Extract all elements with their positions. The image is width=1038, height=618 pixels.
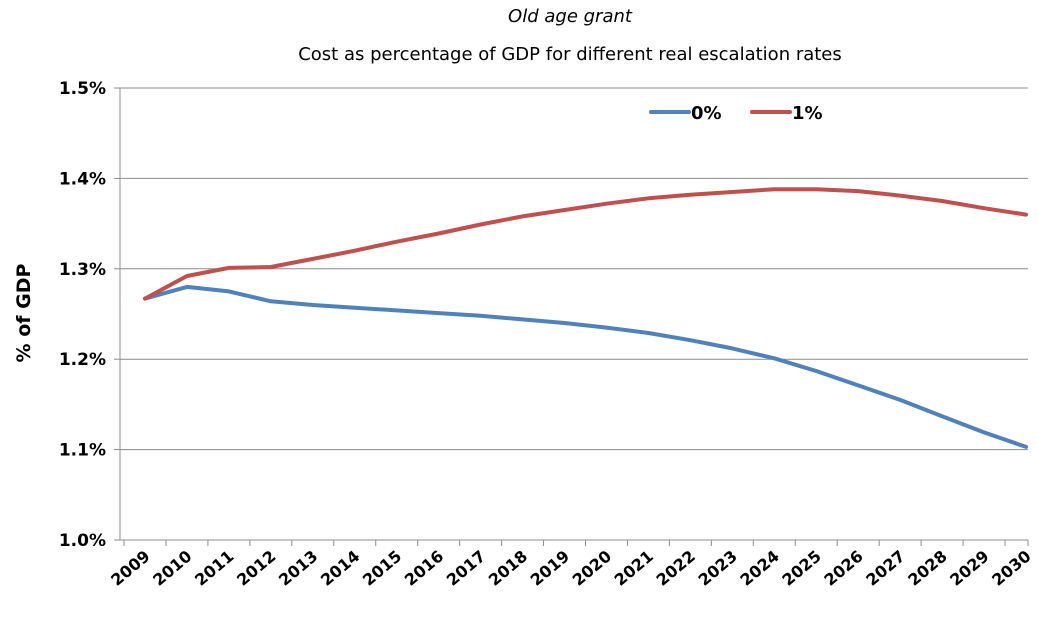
x-tick-label: 2009 [107,547,153,590]
x-tick-label: 2012 [233,547,279,590]
y-tick-label: 1.1% [59,441,106,461]
x-tick-label: 2022 [653,547,699,590]
x-tick-label: 2024 [737,547,783,590]
chart-subtitle: Cost as percentage of GDP for different … [298,44,842,65]
x-tick-label: 2010 [149,547,195,590]
x-tick-label: 2017 [443,547,489,590]
x-tick-labels: 2009201020112012201320142015201620172018… [107,547,1034,590]
x-tick-label: 2027 [862,547,908,590]
y-tick-labels: 1.0% 1.1% 1.2% 1.3% 1.4% 1.5% [59,79,106,551]
y-tick-label: 1.4% [59,169,106,189]
x-tick-label: 2021 [611,547,657,590]
series-lines [143,187,1028,449]
x-tick-label: 2018 [485,547,531,590]
chart-title: Old age grant [508,6,633,27]
x-tick-label: 2029 [946,547,992,590]
series-line [143,187,1028,301]
series-line [143,284,1028,449]
x-tick-label: 2023 [695,547,741,590]
legend-label: 0% [691,103,722,124]
axes [114,87,1029,546]
y-tick-label: 1.0% [59,531,106,551]
y-tick-label: 1.3% [59,260,106,280]
x-tick-label: 2019 [527,547,573,590]
x-tick-label: 2011 [191,547,237,590]
y-tick-label: 1.5% [59,79,106,99]
y-axis-label: % of GDP [13,263,35,362]
x-tick-label: 2020 [569,547,615,590]
x-tick-label: 2025 [778,547,824,590]
x-tick-label: 2015 [359,547,405,590]
x-tick-label: 2028 [904,547,950,590]
y-tick-label: 1.2% [59,350,106,370]
x-tick-label: 2013 [275,547,321,590]
x-tick-label: 2014 [317,547,363,590]
legend-label: 1% [792,103,823,124]
x-tick-label: 2016 [401,547,447,590]
x-tick-label: 2026 [820,547,866,590]
x-tick-label: 2030 [988,547,1034,590]
legend: 0% 1% [649,103,823,124]
